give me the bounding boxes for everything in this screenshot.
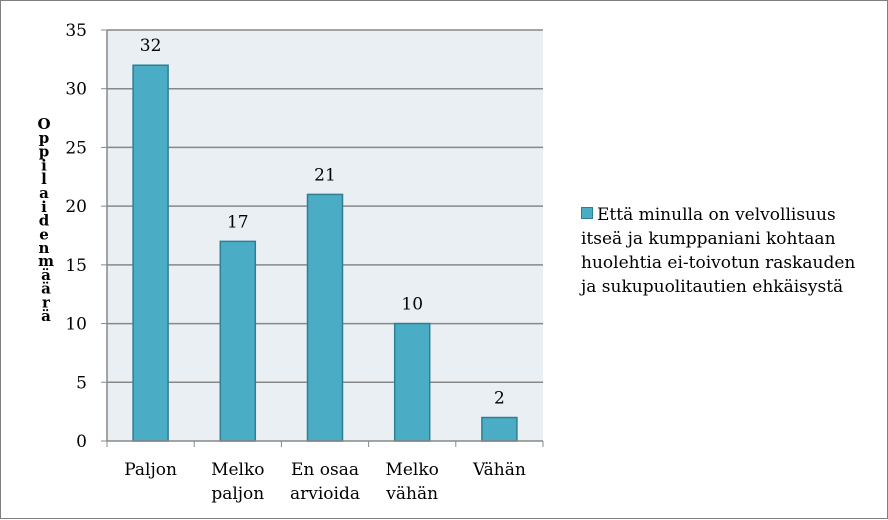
y-axis-label-char: e (39, 225, 49, 243)
y-axis-label-char: p (39, 129, 50, 147)
data-label: 32 (140, 36, 162, 56)
y-axis-label-char: ä (41, 307, 51, 325)
y-tick-label: 10 (65, 315, 87, 335)
x-tick-label: En osaa (291, 460, 359, 480)
data-label: 2 (494, 389, 505, 409)
y-tick-label: 30 (65, 80, 87, 100)
bar (481, 416, 518, 442)
x-tick-label: paljon (211, 484, 264, 504)
x-tick-label: arvioida (290, 484, 360, 504)
y-tick-labels: 0 5 10 15 20 25 30 35 (65, 21, 87, 452)
y-axis-label-char: d (39, 212, 50, 230)
y-tick-label: 25 (65, 138, 87, 158)
y-axis-label-char: n (39, 239, 50, 257)
x-tick-label: Melko (211, 460, 264, 480)
legend: Että minulla on velvollisuus itseä ja ku… (581, 203, 876, 299)
x-tick-labels: Paljon Melko paljon En osaa arvioida Melko väh… (124, 460, 526, 504)
x-tick-label: vähän (385, 484, 438, 504)
y-axis-label-char: ä (41, 280, 51, 298)
x-tick-label: Melko (385, 460, 438, 480)
bar (306, 193, 344, 442)
y-tick-label: 35 (65, 21, 87, 41)
y-tick-label: 20 (65, 197, 87, 217)
x-tick-label: Paljon (124, 460, 177, 480)
y-tick-label: 15 (65, 256, 87, 276)
y-axis-label-char: l (41, 170, 47, 188)
y-axis-label-char: m (38, 252, 54, 270)
data-label: 21 (314, 165, 336, 185)
legend-label: Että minulla on velvollisuus itseä ja ku… (581, 205, 856, 297)
y-axis-label-char: i (41, 198, 47, 216)
bar (219, 240, 257, 442)
axes (101, 29, 544, 447)
y-tick-label: 0 (76, 432, 87, 452)
y-tick-label: 5 (76, 373, 87, 393)
x-tick-label: Vähän (472, 460, 526, 480)
bar (132, 64, 169, 442)
y-axis-label-char: O (37, 115, 50, 133)
data-labels: 32 17 21 10 2 (140, 36, 505, 408)
bar (393, 322, 431, 442)
y-axis-label-char: ä (41, 266, 51, 284)
y-axis-label-char: r (42, 293, 51, 311)
y-axis-label-char: p (39, 143, 50, 161)
data-label: 10 (401, 295, 423, 315)
data-label: 17 (227, 212, 249, 232)
y-axis-label-char: a (39, 184, 49, 202)
y-axis-label-char: i (41, 156, 47, 174)
legend-swatch (581, 207, 593, 219)
